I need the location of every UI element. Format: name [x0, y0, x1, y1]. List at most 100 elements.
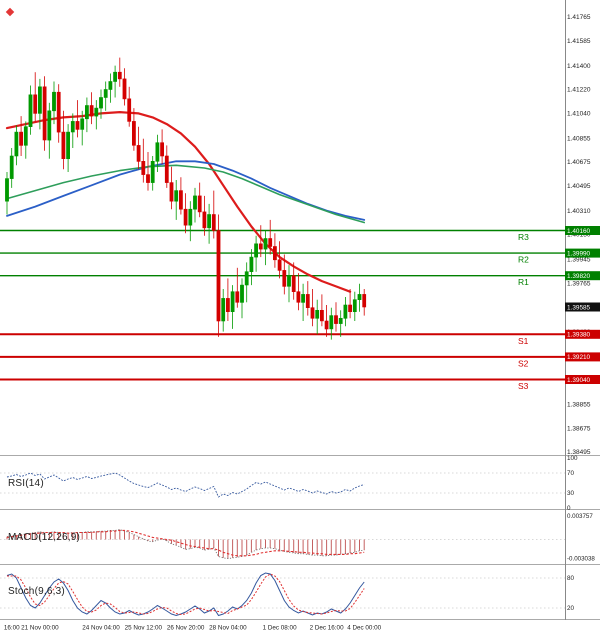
y-axis-label: 1.39945	[567, 256, 591, 263]
price-tag-r1	[565, 271, 600, 281]
stoch-tick-label: 20	[567, 605, 575, 612]
candle-body	[357, 294, 362, 300]
ma-red-line	[5, 110, 352, 293]
y-axis-label: 1.38855	[567, 401, 591, 408]
candle-body	[103, 89, 108, 98]
candle-body	[33, 94, 38, 114]
candle-body	[150, 161, 155, 183]
candle-body	[211, 214, 216, 231]
candle-body	[28, 94, 33, 128]
price-tag-s1-text: 1.39380	[567, 332, 591, 339]
x-axis-label: 25 Nov 12:00	[125, 625, 163, 632]
x-axis-label: 4 Dec 00:00	[347, 625, 381, 632]
candle-body	[94, 107, 99, 117]
candle-body	[230, 291, 235, 313]
candlestick-series	[5, 57, 367, 340]
y-axis-label: 1.38675	[567, 425, 591, 432]
candle-body	[244, 271, 249, 286]
x-axis-label: 21 Nov 00:00	[21, 625, 59, 632]
macd-tick-label: -0.003038	[567, 556, 595, 563]
pivot-label-s1: S1	[518, 336, 529, 346]
x-axis-label: 16:00	[4, 625, 20, 632]
candle-body	[183, 208, 188, 226]
pivot-label-r1: R1	[518, 277, 529, 287]
stoch-tick-label: 80	[567, 575, 575, 582]
rsi-tick-label: 0	[567, 505, 571, 512]
stoch-k-line	[6, 572, 365, 617]
candle-body	[66, 131, 71, 160]
candle-body	[155, 142, 160, 162]
candle-body	[127, 98, 132, 122]
candle-body	[301, 294, 306, 303]
price-tag-s2-text: 1.39210	[567, 354, 591, 361]
macd-signal-line	[6, 529, 365, 557]
pivot-label-r2: R2	[518, 255, 529, 265]
candle-body	[249, 256, 254, 273]
macd-tick-label: 0.003757	[567, 513, 593, 520]
candle-body	[338, 317, 343, 324]
y-axis-label: 1.40310	[567, 208, 591, 215]
x-axis-label: 1 Dec 08:00	[263, 625, 297, 632]
price-tag-s3-text: 1.39040	[567, 377, 591, 384]
candle-body	[305, 294, 310, 308]
x-axis-label: 24 Nov 04:00	[82, 625, 120, 632]
candle-body	[37, 86, 42, 114]
candle-body	[14, 131, 19, 157]
candle-body	[362, 294, 367, 308]
candle-body	[240, 284, 244, 303]
candle-body	[343, 304, 348, 319]
candle-body	[315, 309, 320, 319]
candle-body	[197, 195, 202, 213]
candle-body	[258, 243, 263, 250]
candle-body	[122, 78, 127, 100]
candle-body	[146, 174, 150, 183]
candle-body	[169, 182, 174, 202]
rsi-tick-label: 100	[567, 455, 578, 462]
x-axis-label: 28 Nov 04:00	[209, 625, 247, 632]
stoch-panel-label: Stoch(9,6,3)	[8, 586, 65, 597]
candle-body	[5, 178, 9, 202]
x-axis-label: 26 Nov 20:00	[167, 625, 205, 632]
candle-body	[61, 131, 66, 160]
candle-body	[108, 81, 113, 90]
x-axis-label: 2 Dec 16:00	[310, 625, 344, 632]
candle-body	[226, 298, 230, 312]
price-tag-s2	[565, 352, 600, 362]
rsi-tick-label: 70	[567, 470, 575, 477]
candle-body	[221, 298, 226, 322]
candle-body	[132, 121, 136, 146]
y-axis-label: 1.41765	[567, 14, 591, 21]
pivot-label-r3: R3	[518, 232, 529, 242]
candle-body	[99, 97, 103, 109]
price-tag-last	[565, 302, 600, 312]
pivot-label-s3: S3	[518, 381, 529, 391]
candle-body	[202, 211, 207, 229]
candle-body	[47, 110, 52, 141]
candle-body	[291, 275, 296, 293]
price-tag-r1-text: 1.39820	[567, 273, 591, 280]
candle-body	[324, 320, 329, 330]
candle-body	[282, 270, 287, 287]
y-axis-label: 1.40130	[567, 232, 591, 239]
candle-body	[9, 155, 14, 179]
price-tag-last-text: 1.39585	[567, 304, 591, 311]
y-axis-label: 1.38495	[567, 449, 591, 456]
candle-body	[113, 71, 118, 82]
price-tag-r3	[565, 226, 600, 235]
candle-body	[319, 309, 324, 322]
candle-body	[19, 131, 24, 146]
candle-body	[117, 71, 122, 80]
candle-body	[296, 291, 301, 303]
candle-body	[334, 315, 338, 324]
candle-body	[136, 145, 141, 162]
price-tag-s1	[565, 329, 600, 339]
y-axis-label: 1.41040	[567, 111, 591, 118]
candle-body	[329, 315, 334, 330]
y-axis-label: 1.41400	[567, 63, 591, 70]
price-tag-r2-text: 1.39990	[567, 250, 591, 257]
candle-body	[141, 161, 146, 175]
pivot-label-s2: S2	[518, 358, 529, 368]
